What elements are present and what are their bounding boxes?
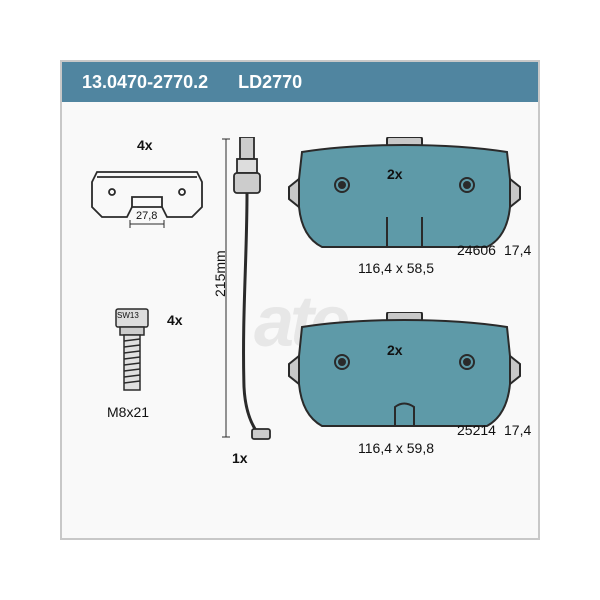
part-code: LD2770 <box>238 72 302 93</box>
bolt-spec: M8x21 <box>107 404 149 420</box>
sensor-length: 215mm <box>212 250 228 297</box>
pad-bot-dims: 116,4 x 59,8 <box>358 440 434 456</box>
pad-top-dims: 116,4 x 58,5 <box>358 260 434 276</box>
pad-bot-qty: 2x <box>387 342 403 358</box>
header-bar: 13.0470-2770.2 LD2770 <box>62 62 538 102</box>
pad-top-code: 24606 <box>457 242 496 258</box>
brake-pad-bottom <box>287 312 522 437</box>
part-number: 13.0470-2770.2 <box>82 72 208 93</box>
brake-pad-top <box>287 137 522 257</box>
pad-top-qty: 2x <box>387 166 403 182</box>
diagram-content: ate 4x 27,8 <box>62 102 538 542</box>
bolt-head: SW13 <box>117 311 139 320</box>
clip-dim: 27,8 <box>136 210 157 222</box>
bolt-qty: 4x <box>167 312 183 328</box>
sensor-qty: 1x <box>232 450 248 466</box>
pad-bot-thick: 17,4 <box>504 422 531 438</box>
pad-top-thick: 17,4 <box>504 242 531 258</box>
bolt-component <box>102 307 162 402</box>
pad-bot-code: 25214 <box>457 422 496 438</box>
diagram-frame: 13.0470-2770.2 LD2770 ate 4x 2 <box>60 60 540 540</box>
sensor-component <box>222 137 272 457</box>
clip-qty: 4x <box>137 137 153 153</box>
